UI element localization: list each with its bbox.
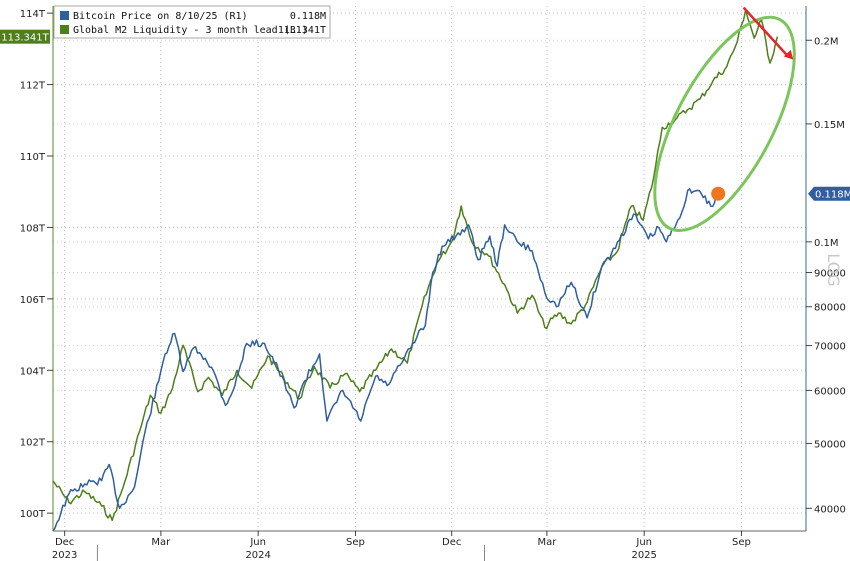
left-tick-label: 104T xyxy=(20,366,46,377)
left-axis-ticks: 100T 102T 104T 106T 108T 110T 112T 114T xyxy=(20,9,53,520)
right-tick-label: 80000 xyxy=(814,303,846,314)
legend: Bitcoin Price on 8/10/25 (R1) 0.118M Globa… xyxy=(53,5,331,39)
x-year-label: 2025 xyxy=(631,550,656,561)
m2-liquidity-line xyxy=(52,8,779,522)
left-tick-label: 108T xyxy=(20,223,46,234)
bitcoin-price-line xyxy=(52,188,719,532)
log-axis-watermark: LOG xyxy=(824,253,843,286)
right-tick-label: 70000 xyxy=(814,342,846,353)
x-tick-label: Mar xyxy=(151,537,171,548)
highlight-ellipse xyxy=(653,15,796,233)
last-value-tags: 113.341T 0.118M xyxy=(0,29,850,201)
right-tick-label: 0.1M xyxy=(814,238,839,249)
right-value-tag xyxy=(808,186,850,201)
latest-price-marker xyxy=(711,186,726,201)
right-tick-label: 40000 xyxy=(814,504,846,515)
left-tick-label: 114T xyxy=(20,9,46,20)
left-value-tag-text: 113.341T xyxy=(1,33,49,44)
left-tick-label: 102T xyxy=(20,438,46,449)
legend-box xyxy=(53,5,331,39)
x-tick-label: Jun xyxy=(249,537,266,548)
trend-arrow-shaft xyxy=(742,6,789,57)
x-year-label: 2024 xyxy=(245,550,270,561)
left-value-tag xyxy=(0,29,50,44)
legend-swatch xyxy=(60,25,69,34)
right-axis-ticks: 40000 50000 60000 70000 80000 90000 0.1M 0.15M 0… xyxy=(806,36,846,515)
right-tick-label: 0.15M xyxy=(814,120,845,131)
x-tick-label: Sep xyxy=(346,537,365,548)
legend-label: Bitcoin Price on 8/10/25 (R1) xyxy=(73,11,248,22)
x-axis-ticks: Dec Mar Jun Sep Dec Mar Jun Sep 2023 2024 2025 xyxy=(52,531,751,561)
x-year-label: 2023 xyxy=(52,550,77,561)
left-tick-label: 100T xyxy=(20,509,46,520)
x-tick-label: Dec xyxy=(55,537,74,548)
right-tick-label: 0.2M xyxy=(814,36,839,47)
right-tick-label: 90000 xyxy=(814,268,846,279)
trend-arrow-head xyxy=(783,49,794,60)
x-tick-label: Sep xyxy=(732,537,751,548)
right-tick-label: 60000 xyxy=(814,386,846,397)
left-tick-label: 112T xyxy=(20,81,46,92)
left-tick-label: 110T xyxy=(20,152,46,163)
legend-value: 0.118M xyxy=(290,11,326,22)
x-tick-label: Jun xyxy=(635,537,652,548)
right-tick-label: 50000 xyxy=(814,439,846,450)
right-value-tag-text: 0.118M xyxy=(815,190,850,201)
left-tick-label: 106T xyxy=(20,295,46,306)
legend-value: 113.341T xyxy=(278,25,326,36)
x-tick-label: Dec xyxy=(442,537,461,548)
annotations xyxy=(653,6,796,233)
legend-swatch xyxy=(60,11,69,20)
x-tick-label: Mar xyxy=(537,537,557,548)
legend-label: Global M2 Liquidity - 3 month lead (L1) xyxy=(73,25,308,36)
series-layer xyxy=(52,8,779,532)
